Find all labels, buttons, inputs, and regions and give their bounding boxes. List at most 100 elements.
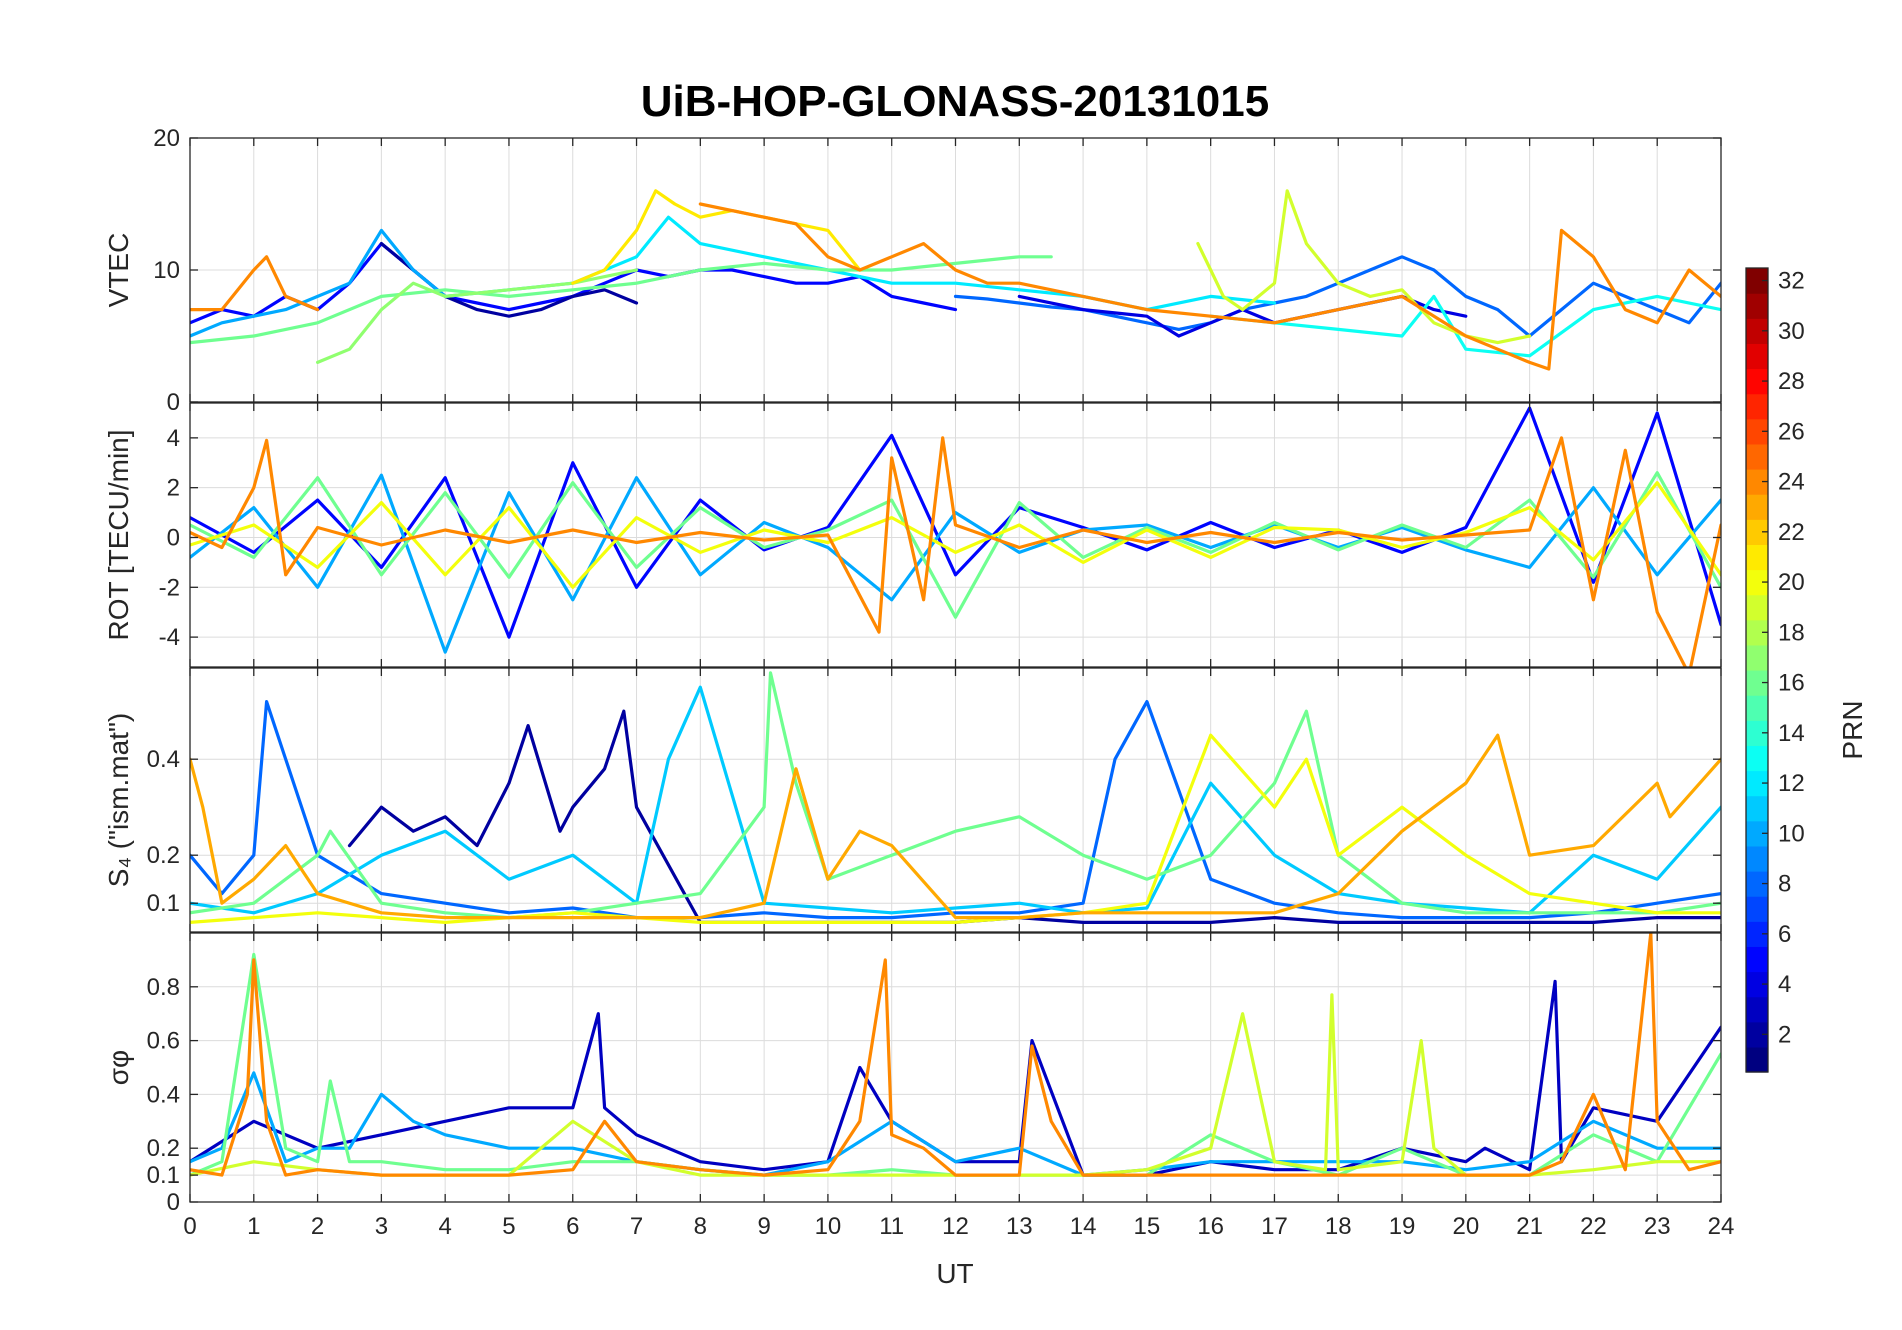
colorbar-swatch (1746, 971, 1768, 998)
x-tick-label: 20 (1452, 1213, 1479, 1240)
x-tick-label: 8 (694, 1213, 707, 1240)
x-tick-label: 2 (311, 1213, 324, 1240)
colorbar-swatch (1746, 393, 1768, 420)
colorbar-swatch (1746, 720, 1768, 746)
y-axis-label: S₄ ("ism.mat") (103, 713, 134, 887)
colorbar-tick-label: 16 (1778, 670, 1805, 697)
series-line-prn-3 (190, 979, 1721, 1177)
colorbar-swatch (1746, 418, 1768, 445)
x-tick-label: 19 (1389, 1213, 1416, 1240)
series-group (190, 671, 1721, 925)
series-line-prn-8 (190, 699, 1721, 920)
colorbar-tick-label: 4 (1778, 971, 1791, 998)
colorbar-tick-label: 8 (1778, 871, 1791, 898)
x-tick-label: 3 (375, 1213, 388, 1240)
colorbar-swatch (1746, 845, 1768, 872)
x-tick-label: 10 (815, 1213, 842, 1240)
colorbar-swatch (1746, 996, 1768, 1023)
colorbar-tick-label: 28 (1778, 368, 1805, 395)
colorbar-tick-label: 22 (1778, 519, 1805, 546)
series-group (190, 406, 1721, 667)
colorbar-swatch (1746, 871, 1768, 897)
y-axis-label: ROT [TECU/min] (103, 429, 134, 640)
x-tick-label: 4 (438, 1213, 451, 1240)
colorbar-swatch (1746, 921, 1768, 947)
colorbar-tick-label: 18 (1778, 619, 1805, 646)
y-axis-label: σφ (103, 1050, 134, 1085)
chart-title: UiB-HOP-GLONASS-20131015 (641, 77, 1269, 126)
colorbar-swatch (1746, 293, 1768, 319)
colorbar-tick-label: 2 (1778, 1021, 1791, 1048)
series-line-prn-10 (190, 228, 447, 338)
y-axis-label: VTEC (103, 233, 134, 308)
colorbar-swatch (1746, 896, 1768, 922)
y-tick-label: 2 (167, 475, 180, 502)
colorbar-tick-label: 20 (1778, 569, 1805, 596)
colorbar-swatch (1746, 318, 1768, 344)
x-axis-label: UT (936, 1258, 973, 1289)
colorbar-swatch (1746, 544, 1768, 571)
series-line-prn-24 (190, 255, 320, 312)
x-tick-label: 22 (1580, 1213, 1607, 1240)
series-line-prn-13 (1209, 294, 1721, 358)
series-line-prn-24 (190, 933, 1721, 1177)
panel-s4: 0.1 0.2 0.4 S₄ ("ism.mat") (103, 667, 1722, 933)
colorbar-swatch (1746, 619, 1768, 646)
series-line-prn-2 (347, 709, 1721, 925)
colorbar-swatch (1746, 519, 1768, 545)
series-line-prn-11 (190, 685, 1721, 915)
y-tick-label: -2 (159, 574, 180, 601)
colorbar-tick-label: 26 (1778, 418, 1805, 445)
colorbar-swatch (1746, 1021, 1768, 1048)
panel-sigphi: 0 1 2 3 4 5 6 7 8 9 10 11 12 13 14 15 16 17 18 19 20 21 22 23 24… (103, 932, 1735, 1240)
x-tick-label: 13 (1006, 1213, 1033, 1240)
series-line-prn-16 (190, 471, 1721, 619)
colorbar-swatch (1746, 670, 1768, 696)
colorbar-swatch (1746, 268, 1768, 294)
y-tick-label: 4 (167, 425, 180, 452)
colorbar-tick-label: 14 (1778, 720, 1805, 747)
x-tick-label: 24 (1708, 1213, 1735, 1240)
x-tick-label: 12 (942, 1213, 969, 1240)
colorbar-tick-label: 12 (1778, 770, 1805, 797)
series-line-prn-20 (190, 733, 1721, 925)
y-tick-label: 20 (153, 125, 180, 152)
x-tick-label: 11 (879, 1213, 904, 1240)
colorbar-tick-label: 32 (1778, 268, 1805, 295)
colorbar-swatch (1746, 695, 1768, 721)
colorbar-tick-label: 30 (1778, 318, 1805, 345)
colorbar-swatch (1746, 443, 1768, 470)
y-tick-label: 0.8 (147, 974, 180, 1001)
y-tick-label: 0.2 (147, 1135, 180, 1162)
series-line-prn-4 (1017, 294, 1468, 338)
series-group (190, 933, 1721, 1177)
x-tick-label: 21 (1516, 1213, 1543, 1240)
y-tick-label: 0 (167, 524, 180, 551)
x-tick-label: 9 (757, 1213, 770, 1240)
series-line-prn-10 (190, 473, 1721, 654)
colorbar-swatch (1746, 1046, 1768, 1073)
y-tick-label: 0.4 (147, 1081, 180, 1108)
panel-vtec: 0 10 20 VTEC (103, 125, 1722, 416)
y-tick-label: 0 (167, 389, 180, 416)
colorbar-tick-label: 10 (1778, 820, 1805, 847)
x-tick-label: 1 (247, 1213, 260, 1240)
series-line-prn-17 (316, 268, 639, 364)
colorbar-swatch (1746, 469, 1768, 495)
y-tick-label: 0.1 (147, 1162, 180, 1189)
colorbar-frame (1745, 267, 1769, 1073)
series-group (190, 189, 1721, 371)
colorbar-swatch (1746, 770, 1768, 797)
colorbar-label: PRN (1837, 700, 1868, 759)
colorbar-swatch (1746, 795, 1768, 822)
series-line-prn-24 (190, 436, 1721, 667)
y-tick-label: 10 (153, 257, 180, 284)
colorbar-swatch (1746, 946, 1768, 973)
y-tick-label: 0 (167, 1189, 180, 1216)
series-line-prn-24 (698, 202, 1721, 371)
colorbar-swatch (1746, 745, 1768, 772)
colorbar-swatch (1746, 343, 1768, 370)
colorbar-swatch (1746, 569, 1768, 596)
colorbar-swatch (1746, 820, 1768, 847)
